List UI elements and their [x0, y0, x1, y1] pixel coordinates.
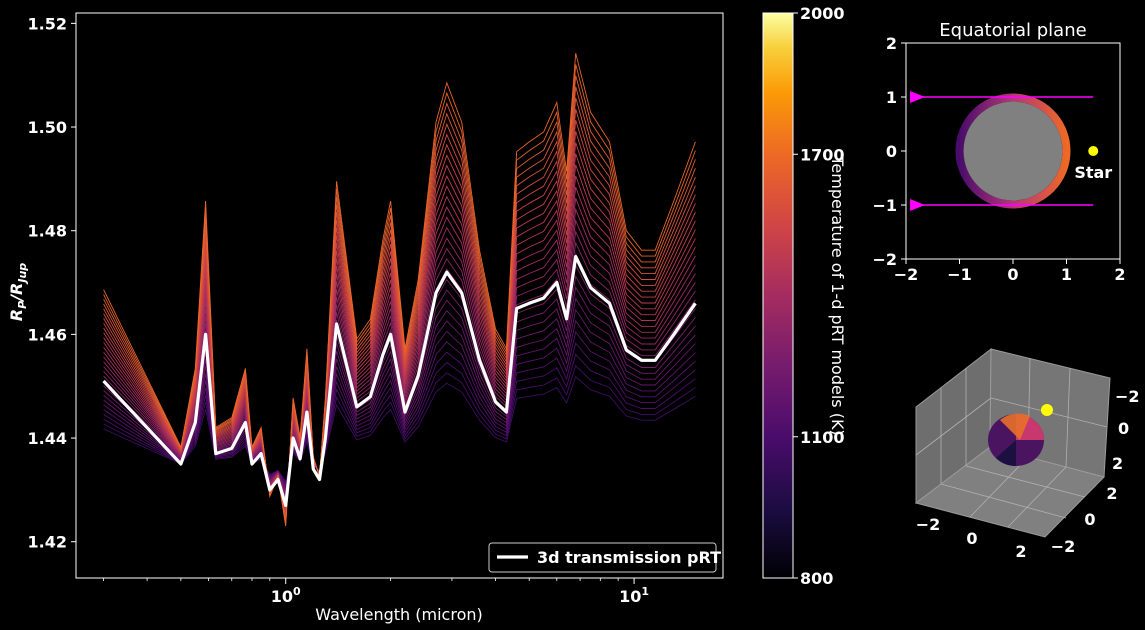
model-spectrum-line — [103, 241, 696, 500]
3d-x-tick-label: 0 — [966, 529, 977, 548]
model-spectra — [103, 53, 696, 527]
model-spectrum-line — [103, 53, 696, 527]
colorbar-ticks: 800 1100 1700 2000 — [793, 4, 845, 588]
y-tick-label: 1.50 — [28, 118, 67, 137]
3d-z-tick-label: 0 — [1118, 419, 1129, 438]
y-tick-label: 1.44 — [28, 429, 67, 448]
3d-y-tick-label: 2 — [1106, 484, 1117, 503]
3d-planet-hot-cap — [1000, 413, 1030, 440]
y-tick-label: 1.48 — [28, 222, 67, 241]
colorbar-tick-label: 1700 — [800, 145, 845, 164]
model-spectrum-line — [103, 331, 696, 489]
equatorial-x-tick-label: 1 — [1061, 265, 1072, 284]
model-spectrum-line — [103, 164, 696, 511]
x-axis-label: Wavelength (micron) — [315, 605, 482, 624]
planet-disk — [963, 101, 1063, 201]
model-spectrum-line — [103, 218, 696, 503]
3d-planet-sphere — [988, 413, 1044, 466]
3d-y-tick-label: −2 — [1051, 537, 1076, 556]
3d-z-tick-label: −2 — [1115, 387, 1140, 406]
spectrum-panel: 1.42 1.44 1.46 1.48 1.50 1.52 100 101 Waveleng… — [7, 12, 724, 624]
model-spectrum-line — [103, 198, 696, 507]
equatorial-y-ticks: −2 −1 0 1 2 — [872, 34, 906, 269]
3d-tick-labels: −202 −202−202 — [916, 387, 1140, 561]
colorbar-gradient — [762, 12, 794, 579]
model-spectrum-line — [103, 75, 696, 523]
colorbar-label: Temperature of 1-d pRT models (K) — [828, 155, 847, 435]
model-spectrum-line — [103, 342, 696, 488]
model-spectrum-line — [103, 86, 696, 522]
equatorial-y-tick-label: 0 — [886, 142, 897, 161]
model-spectrum-line — [103, 97, 696, 520]
equatorial-x-tick-label: −2 — [894, 265, 919, 284]
equatorial-plane-title: Equatorial plane — [939, 20, 1086, 41]
highlight-series-line — [102, 255, 697, 507]
equatorial-y-tick-label: 2 — [886, 34, 897, 53]
main-axes-frame — [75, 12, 724, 579]
main-x-minor-ticks — [103, 578, 619, 581]
colorbar: 800 1100 1700 2000 Temperature of 1-d pRT m… — [762, 4, 847, 588]
model-spectrum-line — [103, 175, 696, 510]
model-spectrum-line — [103, 119, 696, 517]
model-spectrum-line — [103, 375, 696, 483]
equatorial-y-tick-label: −1 — [872, 196, 897, 215]
y-axis-label-main-sub: P — [16, 301, 29, 309]
3d-view-panel: −202 −202−202 — [914, 347, 1140, 561]
model-spectrum-line — [103, 207, 696, 505]
equatorial-x-tick-label: 2 — [1114, 265, 1125, 284]
model-spectrum-line — [103, 108, 696, 519]
model-spectrum-line — [103, 64, 696, 525]
colorbar-tick-label: 800 — [800, 569, 833, 588]
y-axis-label: RP/RJup — [7, 263, 29, 321]
equatorial-x-tick-label: 0 — [1007, 265, 1018, 284]
model-spectrum-line — [103, 131, 696, 516]
model-spectrum-line — [103, 364, 696, 484]
equatorial-y-tick-label: 1 — [886, 88, 897, 107]
model-spectrum-line — [103, 153, 696, 513]
star-label: Star — [1074, 163, 1112, 182]
legend-label: 3d transmission pRT — [537, 548, 721, 567]
equatorial-x-ticks: −2 −1 0 1 2 — [894, 259, 1126, 284]
x-tick-label: 101 — [619, 585, 649, 606]
3d-y-tick-label: 0 — [1084, 510, 1095, 529]
3d-floor-pane — [914, 446, 1105, 538]
y-tick-label: 1.42 — [28, 533, 67, 552]
equatorial-x-tick-label: −1 — [947, 265, 972, 284]
equatorial-y-tick-label: −2 — [872, 250, 897, 269]
3d-z-tick-label: 2 — [1112, 454, 1123, 473]
model-spectrum-line — [103, 230, 696, 502]
y-axis-label-div-sub: Jup — [16, 263, 29, 285]
model-spectrum-line — [103, 142, 696, 514]
y-tick-label: 1.46 — [28, 325, 67, 344]
main-x-ticks: 100 101 — [271, 578, 649, 606]
colorbar-tick-label: 2000 — [800, 4, 845, 23]
legend-box — [488, 542, 717, 573]
star-marker — [1088, 146, 1099, 156]
model-spectrum-line — [103, 319, 696, 491]
y-axis-label-main: R — [7, 309, 26, 321]
y-tick-label: 1.52 — [28, 14, 67, 33]
legend: 3d transmission pRT — [488, 542, 721, 573]
equatorial-plane-panel: Equatorial plane Star −2 −1 0 1 2 −2 −1 0 1 2 — [872, 20, 1125, 284]
main-y-ticks: 1.42 1.44 1.46 1.48 1.50 1.52 — [28, 14, 76, 552]
y-axis-label-div: /R — [7, 283, 26, 303]
3d-planet-night-cap — [996, 440, 1016, 466]
3d-x-tick-label: −2 — [916, 515, 941, 534]
3d-star-marker — [1041, 404, 1053, 416]
x-tick-label: 100 — [271, 585, 301, 606]
colorbar-tick-label: 1100 — [800, 428, 845, 447]
model-spectrum-line — [103, 353, 696, 486]
3d-x-tick-label: 2 — [1015, 542, 1026, 561]
model-spectrum-line — [103, 308, 696, 493]
model-spectrum-line — [103, 186, 696, 508]
